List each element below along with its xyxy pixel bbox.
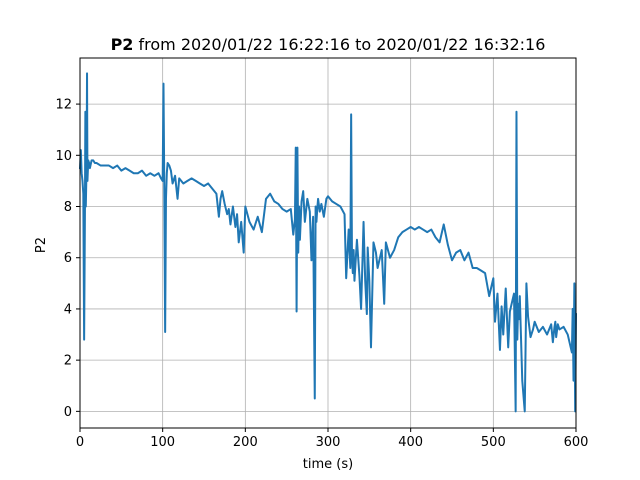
x-axis-label: time (s) [303,457,353,472]
y-tick-label: 12 [55,98,72,113]
chart-title-prefix: P2 [111,35,134,54]
y-tick-label: 4 [64,302,72,317]
x-tick-label: 500 [481,435,506,450]
data-line-layer [78,72,578,413]
y-tick-label: 8 [64,200,72,215]
y-tick-label: 6 [64,251,72,266]
series-line [78,72,578,413]
x-tick-label: 200 [233,435,258,450]
x-tick-label: 0 [76,435,84,450]
x-tick-label: 300 [316,435,341,450]
x-ticks: 0 100 200 300 400 500 600 [76,428,589,450]
y-tick-label: 2 [64,354,72,369]
y-ticks: 0 2 4 6 8 10 12 [55,98,80,420]
x-tick-label: 100 [150,435,175,450]
chart-title-rest: from 2020/01/22 16:22:16 to 2020/01/22 1… [133,35,545,54]
y-axis-label: P2 [34,237,49,253]
chart-title: P2 from 2020/01/22 16:22:16 to 2020/01/2… [111,35,546,54]
x-tick-label: 400 [398,435,423,450]
y-tick-label: 0 [64,405,72,420]
grid-lines [80,58,576,428]
x-tick-label: 600 [564,435,589,450]
y-tick-label: 10 [55,149,72,164]
